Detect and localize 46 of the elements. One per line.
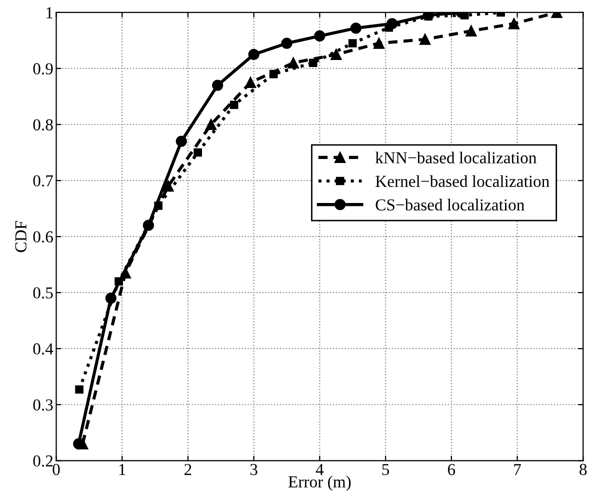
point [244,76,256,88]
legend-label: kNN−based localization [375,152,536,164]
y-tick-label: 0.2 [33,455,53,467]
point [330,48,342,60]
x-tick-label: 3 [250,464,258,476]
point [508,18,520,30]
point [75,385,84,394]
x-tick-label: 6 [448,464,456,476]
x-tick-label: 7 [514,464,521,475]
y-tick-label: 0.9 [33,63,53,74]
point [230,100,238,110]
point [348,39,357,48]
point [142,220,154,231]
point [420,34,431,45]
y-tick-label: 0.5 [33,287,53,299]
x-tick-label: 8 [580,464,587,476]
y-tick-label: 0.8 [33,119,53,131]
point [105,292,116,304]
y-axis-title: CDF [15,220,26,252]
point [248,48,260,60]
point [308,58,318,68]
x-tick-label: 2 [184,464,192,475]
point [373,38,385,49]
y-tick-label: 0.4 [33,343,54,355]
x-tick-label: 0 [52,464,60,476]
legend-label: Kernel−based localization [376,175,550,187]
y-tick-label: 0.6 [33,231,53,243]
legend-label: CS−based localization [376,198,524,211]
point [194,148,202,157]
x-tick-label: 5 [382,464,390,476]
point [314,30,326,42]
x-axis-title: Error (m) [288,476,351,491]
point [269,70,278,78]
point [288,57,299,68]
point [386,18,398,30]
y-tick-label: 0.3 [33,399,53,411]
x-tick-label: 1 [119,464,126,475]
point [281,38,292,49]
x-tick-label: 4 [316,464,324,475]
y-tick-label: 0.7 [33,175,53,187]
point [205,118,217,130]
point [212,80,224,91]
point [350,22,362,34]
y-tick-label: 1 [46,7,52,18]
point [466,25,477,36]
point [176,136,187,147]
